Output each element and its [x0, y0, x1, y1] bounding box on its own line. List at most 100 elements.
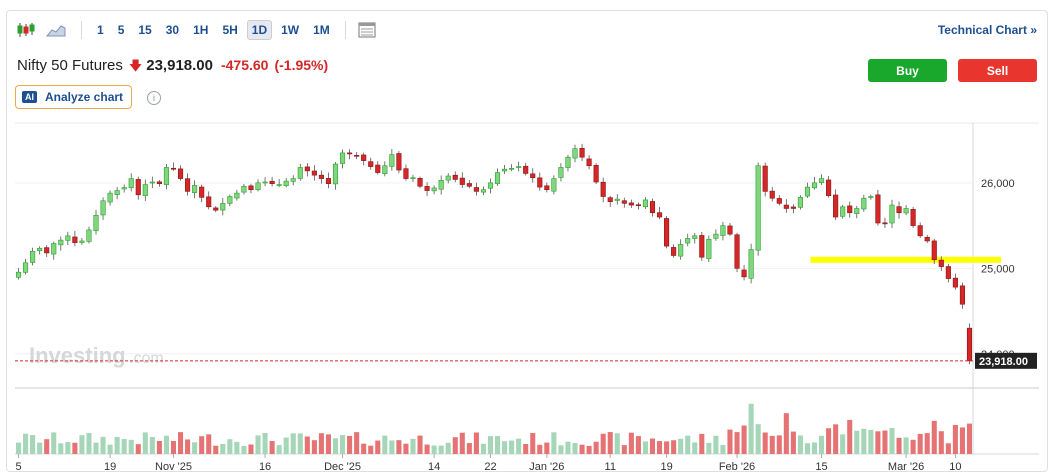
candle-body: [234, 192, 240, 199]
candle-body: [896, 206, 902, 214]
timeframe-1h[interactable]: 1H: [193, 23, 209, 37]
technical-chart-link[interactable]: Technical Chart »: [938, 23, 1037, 37]
volume-bar: [121, 439, 127, 454]
volume-bar: [671, 440, 677, 454]
volume-bar: [558, 445, 564, 454]
candle-body: [917, 225, 923, 237]
x-tick-label: 5: [15, 461, 21, 471]
x-tick-label: 19: [660, 461, 672, 471]
candle-body: [417, 177, 423, 187]
candle-body: [685, 238, 691, 244]
candle-body: [396, 153, 402, 171]
volume-bar: [227, 439, 233, 454]
x-tick-label: 14: [428, 461, 440, 471]
volume-bar: [699, 433, 705, 454]
volume-bar: [262, 432, 268, 454]
technical-chart-label: Technical Chart: [937, 23, 1027, 37]
volume-bar: [93, 442, 99, 454]
candle-body: [304, 166, 310, 172]
buy-button[interactable]: Buy: [868, 59, 947, 82]
candle-body: [318, 174, 324, 179]
candle-body: [678, 244, 684, 257]
candle-body: [818, 178, 825, 183]
volume-bar: [607, 432, 613, 454]
volume-bar: [156, 440, 162, 454]
volume-bar: [452, 437, 458, 454]
x-tick-label: 19: [104, 461, 116, 471]
volume-bar: [706, 442, 712, 454]
volume-bar: [664, 441, 670, 454]
volume-bar: [952, 424, 958, 454]
volume-bar: [255, 435, 261, 454]
volume-bar: [206, 434, 212, 454]
volume-bar: [487, 436, 494, 454]
candle-body: [826, 179, 832, 196]
timeframe-1d[interactable]: 1D: [246, 20, 273, 40]
candlestick-chart-icon[interactable]: [15, 19, 37, 41]
info-icon[interactable]: i: [147, 91, 161, 105]
volume-bar: [424, 444, 430, 454]
candle-body: [706, 238, 712, 259]
volume-bar: [332, 438, 339, 454]
timeframe-5h[interactable]: 5H: [222, 23, 238, 37]
candle-body: [431, 187, 437, 192]
candle-body: [671, 247, 677, 256]
volume-bar: [58, 443, 64, 454]
timeframe-5[interactable]: 5: [117, 23, 125, 37]
volume-bar: [361, 443, 367, 454]
candle-body: [762, 165, 768, 192]
candle-body: [311, 170, 317, 176]
investing-watermark-suffix: .com: [129, 350, 164, 367]
candle-body: [213, 207, 219, 211]
volume-bar: [311, 440, 317, 454]
volume-bar: [537, 444, 543, 454]
candle-body: [177, 168, 184, 179]
timeframe-1[interactable]: 1: [97, 23, 104, 37]
timeframe-15[interactable]: 15: [138, 23, 152, 37]
candle-body: [692, 235, 698, 239]
timeframe-1m[interactable]: 1M: [313, 23, 330, 37]
table-view-icon[interactable]: [356, 19, 378, 41]
volume-bar: [135, 444, 141, 454]
volume-bar: [621, 445, 627, 454]
candle-body: [797, 197, 803, 208]
candle-body: [206, 196, 212, 208]
y-tick-label: 25,000: [981, 263, 1015, 275]
candle-body: [23, 262, 29, 273]
candle-body: [607, 197, 613, 202]
candle-body: [438, 179, 444, 190]
candle-body: [790, 206, 796, 209]
volume-bar: [614, 433, 620, 454]
candle-body: [199, 186, 205, 198]
volume-bar: [833, 424, 839, 454]
candle-body: [445, 175, 451, 181]
area-chart-icon[interactable]: [45, 19, 67, 41]
volume-bar: [544, 442, 550, 454]
volume-bar: [325, 434, 331, 454]
candle-body: [368, 161, 374, 167]
price-change: -475.60: [220, 57, 269, 73]
candle-body: [656, 212, 663, 218]
candle-body: [347, 152, 353, 155]
candlestick-chart[interactable]: 26,00025,00024,000Investing.com23,918.00…: [7, 11, 1047, 471]
sell-button[interactable]: Sell: [958, 59, 1037, 82]
timeframe-1w[interactable]: 1W: [281, 23, 300, 37]
candle-body: [544, 185, 550, 190]
volume-bar: [431, 445, 437, 454]
volume-bar: [509, 440, 515, 454]
x-tick-label: 16: [259, 461, 271, 471]
volume-bar: [276, 445, 282, 454]
x-tick-label: 22: [484, 461, 496, 471]
volume-bar: [178, 432, 184, 454]
timeframe-30[interactable]: 30: [165, 23, 180, 37]
candle-body: [931, 240, 937, 261]
volume-bar: [304, 436, 310, 454]
instrument-name: Nifty 50 Futures: [17, 57, 123, 74]
ai-badge-icon: AI: [22, 91, 37, 103]
candle-body: [170, 167, 177, 170]
analyze-chart-button[interactable]: AI Analyze chart: [15, 85, 133, 109]
volume-bar: [79, 435, 85, 454]
candle-body: [840, 206, 846, 217]
volume-bar: [417, 435, 423, 454]
volume-bar: [600, 433, 606, 454]
